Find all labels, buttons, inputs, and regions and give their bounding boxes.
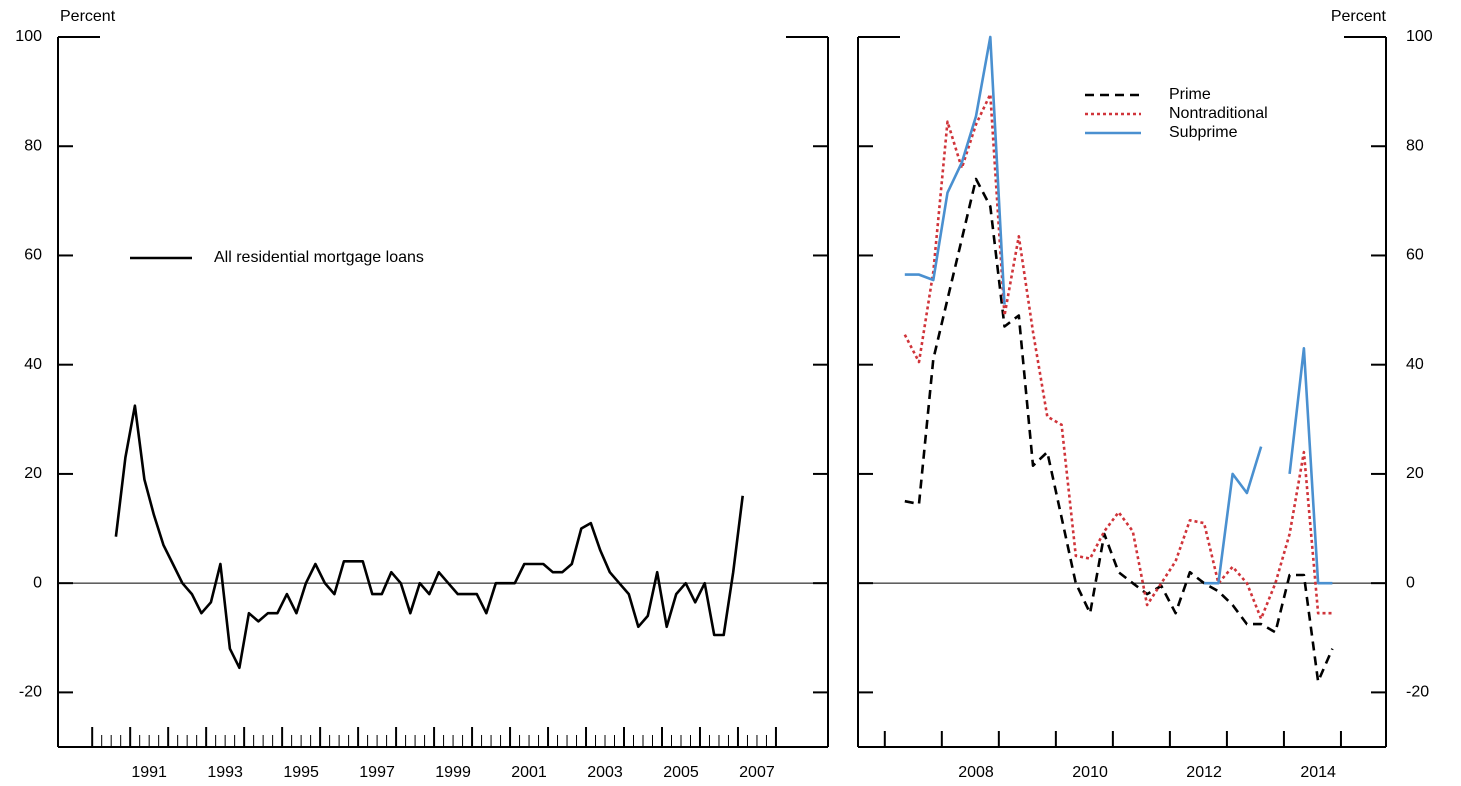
y-tick-label: 20 xyxy=(1406,465,1424,482)
x-tick-label: 1995 xyxy=(283,764,319,781)
x-tick-label: 1993 xyxy=(207,764,243,781)
y-tick-label: -20 xyxy=(19,684,42,701)
y-tick-label: 100 xyxy=(15,28,42,45)
y-tick-label: 40 xyxy=(1406,356,1424,373)
data-line xyxy=(904,177,1334,683)
y-tick-label: 0 xyxy=(1406,574,1415,591)
legend-label: Prime xyxy=(1169,86,1211,103)
y-tick-label: 80 xyxy=(1406,137,1424,154)
x-tick-label: 1991 xyxy=(131,764,167,781)
y-tick-label: 20 xyxy=(24,465,42,482)
y-tick-label: 80 xyxy=(24,137,42,154)
x-tick-label: 2014 xyxy=(1300,764,1336,781)
y-tick-label: 60 xyxy=(24,247,42,264)
y-tick-label: -20 xyxy=(1406,684,1429,701)
legend-label: Nontraditional xyxy=(1169,105,1268,122)
x-tick-label: 2003 xyxy=(587,764,623,781)
x-tick-label: 2007 xyxy=(739,764,775,781)
y-tick-label: 100 xyxy=(1406,28,1433,45)
x-tick-label: 2005 xyxy=(663,764,699,781)
legend-label: All residential mortgage loans xyxy=(214,249,424,266)
x-tick-label: 2012 xyxy=(1186,764,1222,781)
data-line xyxy=(904,35,1333,585)
y-axis-label: Percent xyxy=(60,8,116,25)
legend-label: Subprime xyxy=(1169,124,1238,141)
y-tick-label: 0 xyxy=(33,574,42,591)
x-tick-label: 1999 xyxy=(435,764,471,781)
y-axis-label: Percent xyxy=(1331,8,1387,25)
x-tick-label: 1997 xyxy=(359,764,395,781)
data-line xyxy=(114,404,744,670)
x-tick-label: 2010 xyxy=(1072,764,1108,781)
y-tick-label: 60 xyxy=(1406,247,1424,264)
x-tick-label: 2008 xyxy=(958,764,994,781)
y-tick-label: 40 xyxy=(24,356,42,373)
x-tick-label: 2001 xyxy=(511,764,547,781)
data-line xyxy=(903,93,1333,620)
